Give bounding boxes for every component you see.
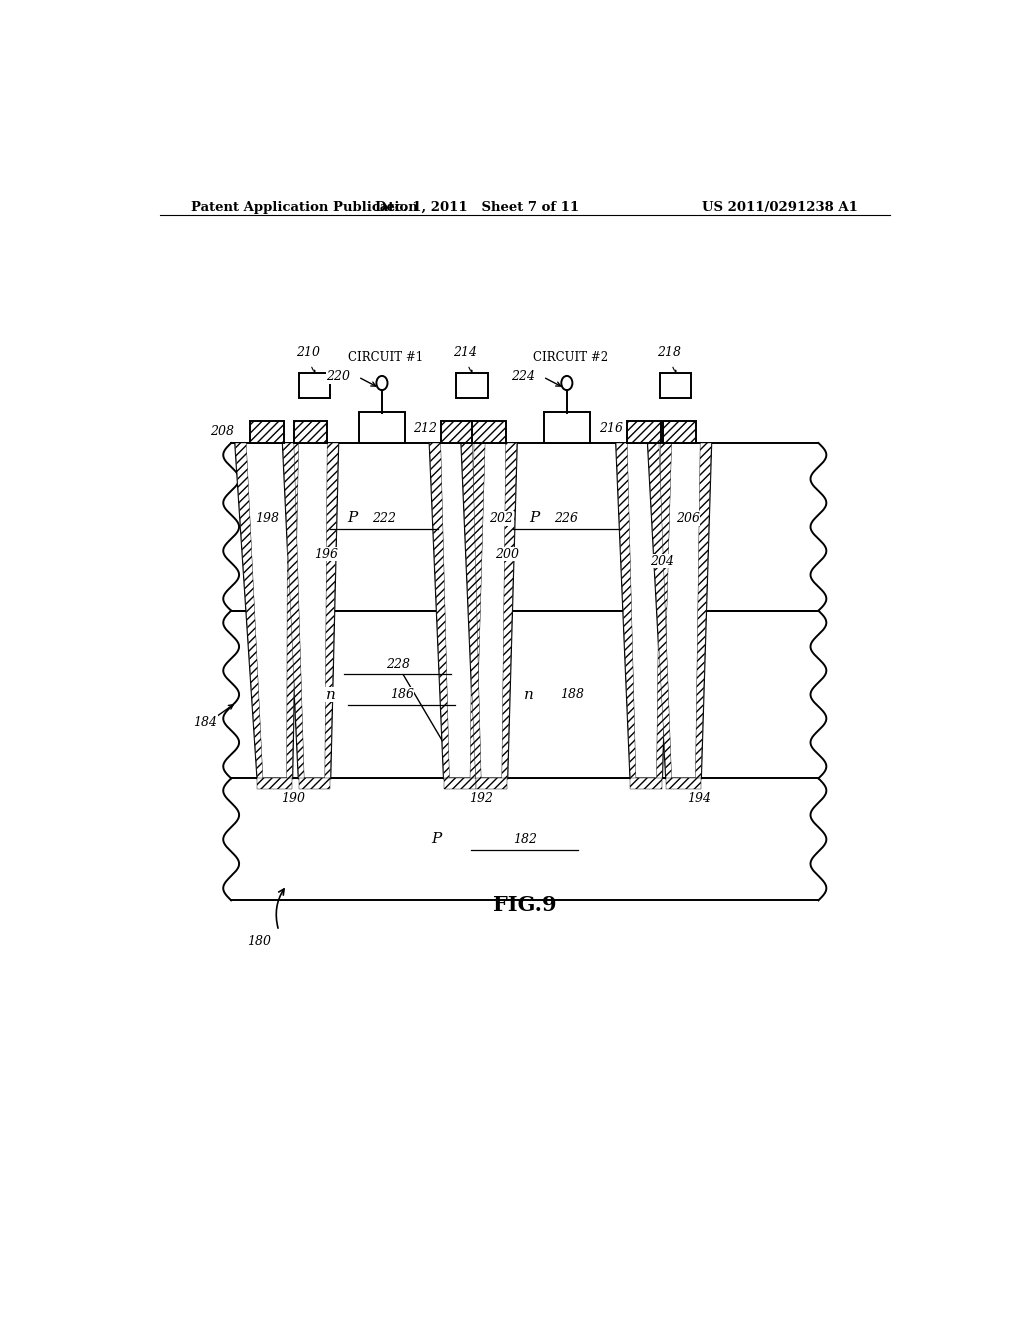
Polygon shape bbox=[236, 444, 263, 779]
Polygon shape bbox=[616, 444, 636, 779]
Text: 200: 200 bbox=[496, 548, 519, 561]
Polygon shape bbox=[475, 779, 507, 788]
Bar bbox=[627, 421, 660, 444]
Text: CIRCUIT #1: CIRCUIT #1 bbox=[348, 351, 424, 364]
Polygon shape bbox=[325, 444, 338, 779]
Bar bbox=[456, 372, 487, 399]
Polygon shape bbox=[656, 444, 672, 779]
Bar bbox=[231, 779, 818, 900]
Bar bbox=[440, 421, 474, 444]
Text: US 2011/0291238 A1: US 2011/0291238 A1 bbox=[702, 201, 858, 214]
Text: 208: 208 bbox=[210, 425, 234, 438]
Text: 196: 196 bbox=[314, 548, 339, 561]
Bar bbox=[472, 421, 506, 444]
Text: FIG.9: FIG.9 bbox=[493, 895, 557, 916]
Polygon shape bbox=[283, 444, 338, 779]
Bar bbox=[294, 421, 328, 444]
Text: 190: 190 bbox=[282, 792, 305, 805]
Polygon shape bbox=[283, 444, 304, 779]
Text: Dec. 1, 2011   Sheet 7 of 11: Dec. 1, 2011 Sheet 7 of 11 bbox=[375, 201, 580, 214]
Text: n: n bbox=[326, 688, 335, 701]
Text: CIRCUIT #2: CIRCUIT #2 bbox=[534, 351, 608, 364]
Text: 198: 198 bbox=[255, 512, 279, 525]
Polygon shape bbox=[299, 779, 331, 788]
Polygon shape bbox=[648, 444, 712, 779]
Text: 216: 216 bbox=[599, 422, 624, 436]
Text: 210: 210 bbox=[296, 346, 321, 359]
Polygon shape bbox=[443, 779, 475, 788]
Text: 226: 226 bbox=[554, 512, 579, 525]
Polygon shape bbox=[430, 444, 485, 779]
Bar bbox=[359, 412, 404, 444]
Text: P: P bbox=[347, 511, 357, 525]
Polygon shape bbox=[257, 779, 292, 788]
Text: 220: 220 bbox=[327, 371, 350, 383]
Bar bbox=[231, 444, 818, 611]
Text: 224: 224 bbox=[511, 371, 536, 383]
Bar bbox=[489, 611, 680, 779]
Bar bbox=[250, 421, 284, 444]
Text: P: P bbox=[529, 511, 540, 525]
Polygon shape bbox=[695, 444, 712, 779]
Bar bbox=[663, 421, 696, 444]
Polygon shape bbox=[631, 779, 663, 788]
Polygon shape bbox=[462, 444, 517, 779]
Text: 182: 182 bbox=[513, 833, 537, 846]
Text: 218: 218 bbox=[657, 346, 681, 359]
Bar bbox=[659, 372, 691, 399]
Text: 192: 192 bbox=[469, 792, 494, 805]
Polygon shape bbox=[462, 444, 481, 779]
Polygon shape bbox=[470, 444, 485, 779]
Polygon shape bbox=[430, 444, 450, 779]
Bar bbox=[291, 611, 481, 779]
Text: 184: 184 bbox=[193, 715, 217, 729]
Polygon shape bbox=[502, 444, 517, 779]
Bar bbox=[231, 611, 818, 779]
Text: 202: 202 bbox=[489, 512, 513, 525]
Text: 180: 180 bbox=[247, 935, 271, 948]
Text: 186: 186 bbox=[390, 688, 414, 701]
Text: 188: 188 bbox=[560, 688, 585, 701]
Bar bbox=[544, 412, 590, 444]
Text: 204: 204 bbox=[650, 554, 674, 568]
Text: P: P bbox=[431, 833, 441, 846]
Text: 194: 194 bbox=[687, 792, 712, 805]
Text: 228: 228 bbox=[386, 657, 410, 671]
Text: 222: 222 bbox=[372, 512, 396, 525]
Text: 206: 206 bbox=[676, 512, 699, 525]
Polygon shape bbox=[236, 444, 299, 779]
Bar bbox=[299, 372, 331, 399]
Text: 212: 212 bbox=[413, 422, 436, 436]
Polygon shape bbox=[666, 779, 701, 788]
Polygon shape bbox=[616, 444, 672, 779]
Text: 214: 214 bbox=[454, 346, 477, 359]
Polygon shape bbox=[287, 444, 299, 779]
Polygon shape bbox=[648, 444, 672, 779]
Text: n: n bbox=[524, 688, 534, 701]
Text: Patent Application Publication: Patent Application Publication bbox=[191, 201, 418, 214]
